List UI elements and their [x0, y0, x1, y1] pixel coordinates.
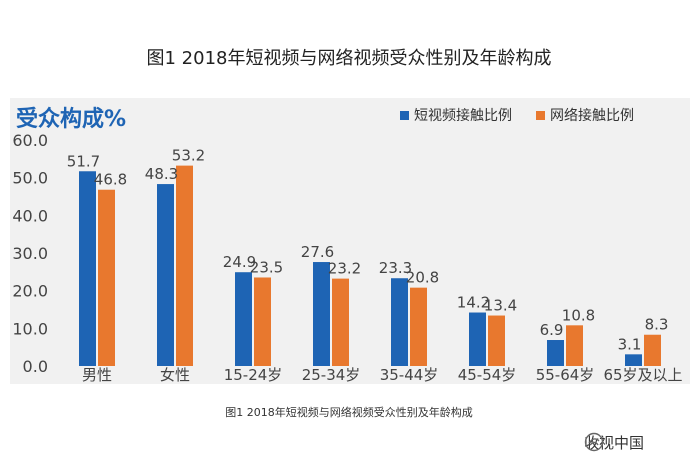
legend-label-1: 网络接触比例: [550, 107, 634, 124]
x-tick-label: 65岁及以上: [603, 366, 682, 384]
data-label: 23.3: [379, 259, 412, 277]
x-tick-label: 女性: [160, 366, 190, 384]
bar-online-video: [254, 277, 271, 366]
data-label: 27.6: [301, 243, 334, 261]
x-tick-label: 35-44岁: [380, 366, 439, 384]
data-label: 8.3: [645, 316, 669, 334]
chart-panel: 受众构成% 短视频接触比例 网络接触比例 0.0 10.0 20.0 30.0 40.0 5…: [10, 98, 690, 384]
page-title: 图1 2018年短视频与网络视频受众性别及年龄构成: [146, 48, 552, 69]
bar-short-video: [625, 354, 642, 366]
data-label: 6.9: [540, 321, 564, 339]
bar-online-video: [176, 165, 193, 366]
data-label: 3.1: [618, 335, 642, 353]
wechat-icon: [584, 432, 604, 452]
data-label: 13.4: [484, 297, 517, 315]
bar-online-video: [644, 334, 661, 366]
y-axis: 0.0 10.0 20.0 30.0 40.0 50.0 60.0: [12, 131, 48, 376]
data-labels: 51.746.8 48.353.2 24.923.5 27.623.2 23.320.8…: [67, 147, 669, 354]
data-label: 14.2: [457, 294, 490, 312]
bar-short-video: [235, 272, 252, 366]
x-tick-label: 45-54岁: [458, 366, 517, 384]
data-label: 23.5: [250, 258, 283, 276]
bar-short-video: [79, 171, 96, 366]
bar-online-video: [332, 278, 349, 366]
data-label: 10.8: [562, 306, 595, 324]
y-tick-label: 50.0: [12, 169, 48, 188]
data-label: 53.2: [172, 147, 205, 165]
data-label: 20.8: [406, 269, 439, 287]
legend-swatch-0: [400, 111, 409, 120]
data-label: 48.3: [145, 165, 178, 183]
bar-chart: 受众构成% 短视频接触比例 网络接触比例 0.0 10.0 20.0 30.0 40.0 5…: [12, 106, 683, 384]
bar-online-video: [488, 315, 505, 366]
legend: 短视频接触比例 网络接触比例: [400, 107, 634, 124]
y-tick-label: 40.0: [12, 206, 48, 225]
y-tick-label: 0.0: [23, 357, 48, 376]
x-tick-label: 55-64岁: [536, 366, 595, 384]
data-label: 46.8: [94, 171, 127, 189]
data-label: 23.2: [328, 260, 361, 278]
y-tick-label: 20.0: [12, 282, 48, 301]
y-tick-label: 30.0: [12, 244, 48, 263]
bar-online-video: [98, 189, 115, 366]
legend-label-0: 短视频接触比例: [414, 107, 512, 124]
x-tick-label: 15-24岁: [224, 366, 283, 384]
x-tick-label: 男性: [82, 366, 112, 384]
bar-online-video: [566, 325, 583, 366]
legend-swatch-1: [536, 111, 545, 120]
figure-caption: 图1 2018年短视频与网络视频受众性别及年龄构成: [225, 406, 473, 419]
bar-short-video: [157, 184, 174, 366]
y-tick-label: 10.0: [12, 319, 48, 338]
bars: [79, 165, 661, 366]
y-tick-label: 60.0: [12, 131, 48, 150]
x-tick-label: 25-34岁: [302, 366, 361, 384]
data-label: 51.7: [67, 152, 100, 170]
bar-online-video: [410, 287, 427, 366]
bar-short-video: [469, 312, 486, 366]
data-label: 24.9: [223, 253, 256, 271]
watermark: 收视中国: [584, 432, 644, 453]
watermark-text: 收视中国: [584, 434, 645, 452]
bar-short-video: [391, 278, 408, 366]
chart-title: 受众构成%: [16, 106, 126, 132]
bar-short-video: [547, 340, 564, 366]
x-axis: 男性 女性 15-24岁 25-34岁 35-44岁 45-54岁 55-64岁 65岁及以上: [82, 366, 683, 384]
bar-short-video: [313, 262, 330, 366]
